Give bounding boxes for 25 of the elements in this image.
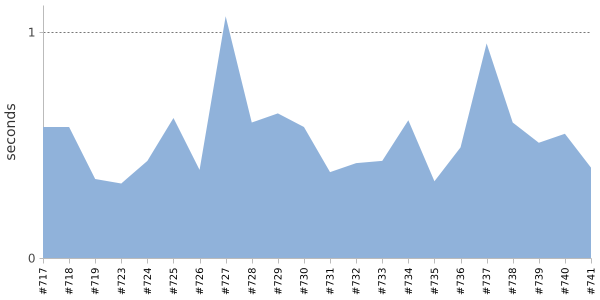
x-tick-label: #737 xyxy=(482,268,494,295)
x-tick-label: #727 xyxy=(221,268,232,295)
x-tick-label: #736 xyxy=(456,268,468,295)
x-tick-label: #728 xyxy=(247,268,258,295)
x-tick-label: #723 xyxy=(116,268,128,295)
x-tick-label: #732 xyxy=(352,268,363,295)
y-tick-label: 0 xyxy=(28,252,36,266)
y-tick-label: 1 xyxy=(28,26,36,40)
x-tick-label: #739 xyxy=(534,268,546,295)
x-tick-label: #730 xyxy=(299,268,310,295)
x-tick-label: #731 xyxy=(326,268,337,295)
x-tick-label: #719 xyxy=(90,268,102,295)
x-tick-label: #718 xyxy=(64,268,76,295)
y-axis-title: seconds xyxy=(2,103,19,161)
x-tick-label: #725 xyxy=(168,268,180,295)
x-tick-label: #738 xyxy=(508,268,520,295)
x-tick-label: #717 xyxy=(38,268,50,295)
x-tick-label: #729 xyxy=(273,268,284,295)
x-tick-label: #724 xyxy=(142,268,154,295)
x-tick-label: #740 xyxy=(560,268,572,295)
x-tick-label: #734 xyxy=(404,268,415,295)
x-tick-label: #726 xyxy=(195,268,206,295)
x-tick-label: #741 xyxy=(586,268,598,295)
x-tick-label: #735 xyxy=(430,268,441,295)
x-tick-label: #733 xyxy=(378,268,389,295)
